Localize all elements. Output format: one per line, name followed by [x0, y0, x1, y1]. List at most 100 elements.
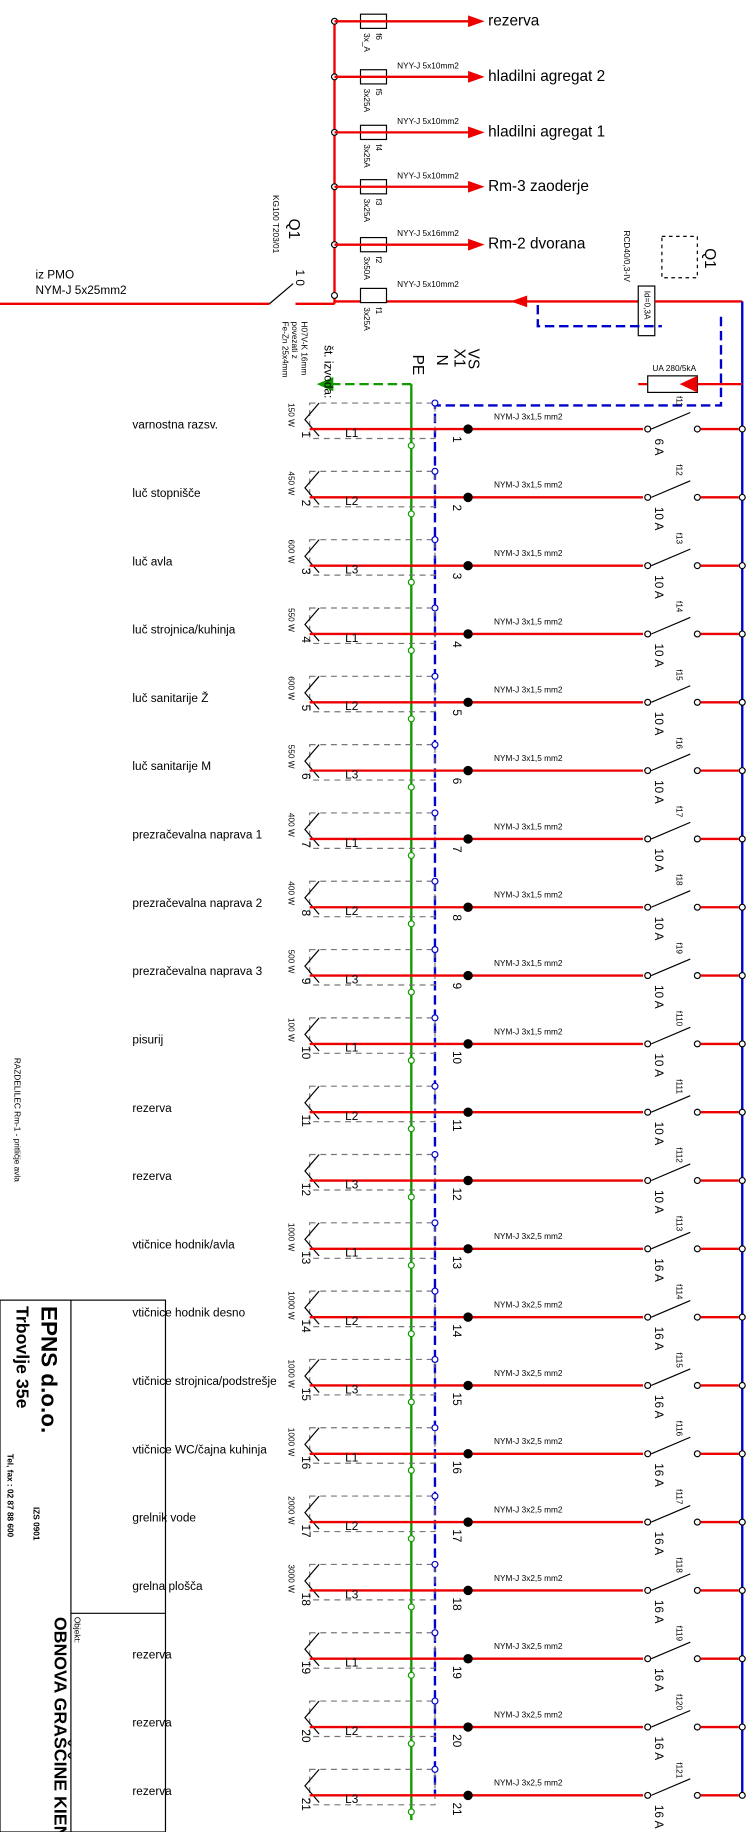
- phone: Tel, fax : 02 87 88 600: [5, 1454, 14, 1538]
- circuit-power: 100 W: [287, 1018, 296, 1042]
- n-node: [432, 673, 438, 679]
- breaker-rating: 10 A: [652, 643, 666, 667]
- circuit-no: 5: [450, 709, 464, 716]
- phase-box: [310, 1291, 435, 1326]
- phase-box: [310, 1018, 435, 1053]
- terminal: [463, 1244, 472, 1253]
- breaker-contact: [651, 1642, 690, 1659]
- circuit-no: 2: [299, 500, 313, 507]
- n-node: [432, 1698, 438, 1704]
- terminal: [463, 1107, 472, 1116]
- breaker-name: f116: [674, 1421, 683, 1437]
- pe-node: [408, 1604, 414, 1610]
- fuse: [360, 288, 386, 302]
- circuit-no: 13: [450, 1256, 464, 1270]
- phase-box: [310, 881, 435, 916]
- phase: L2: [345, 1724, 358, 1738]
- bus-pe: PE: [409, 355, 426, 375]
- arrow: [468, 181, 485, 193]
- n-node: [432, 742, 438, 748]
- circuit-name: luč sanitarije Ž: [132, 691, 208, 705]
- breaker-node: [645, 1314, 651, 1320]
- pe-node: [408, 1467, 414, 1473]
- terminal: [463, 1586, 472, 1595]
- circuit-cable: NYM-J 3x1,5 mm2: [494, 891, 563, 900]
- breaker-rating: 6 A: [652, 438, 666, 455]
- phase-box: [310, 1359, 435, 1394]
- circuit-no: 13: [299, 1251, 313, 1265]
- breaker-node: [645, 1451, 651, 1457]
- breaker-contact: [651, 754, 690, 771]
- breaker-name: f121: [674, 1762, 683, 1778]
- breaker-contact: [651, 891, 690, 908]
- terminal: [463, 1176, 472, 1185]
- breaker-name: f111: [674, 1079, 683, 1094]
- breaker-rating: 10 A: [652, 985, 666, 1009]
- breaker-node: [694, 1178, 700, 1184]
- phase-box: [310, 403, 435, 438]
- breaker-name: f16: [674, 738, 683, 750]
- phase-box: [310, 950, 435, 985]
- breaker-contact: [651, 1437, 690, 1454]
- schematic: iz PMO NYM-J 5x25mm2 Q1 KG100 T203/01 1 …: [0, 0, 747, 1832]
- labels: iz PMO NYM-J 5x25mm2 Q1 KG100 T203/01 1 …: [5, 195, 718, 1832]
- address: Trbovlje 35e: [13, 1306, 33, 1409]
- breaker-node: [645, 1383, 651, 1389]
- terminal: [463, 903, 472, 912]
- circuit-no: 15: [450, 1393, 464, 1407]
- arrow: [468, 15, 485, 27]
- circuit-no: 6: [299, 773, 313, 780]
- breaker-contact: [651, 1710, 690, 1727]
- pe-node: [408, 1057, 414, 1063]
- circuit-no: 21: [450, 1802, 464, 1815]
- pe-node: [408, 1672, 414, 1678]
- bus-node: [739, 1724, 745, 1730]
- circuit-cable: NYM-J 3x2,5 mm2: [494, 1642, 563, 1651]
- feeder-cable: NYY-J 5x10mm2: [397, 61, 459, 70]
- fuse-rating: 3x25A: [362, 89, 371, 113]
- breaker-name: f14: [674, 601, 683, 613]
- bus-node: [739, 1656, 745, 1662]
- circuit-no: 9: [450, 983, 464, 990]
- breaker-node: [645, 563, 651, 569]
- circuit-no: 7: [299, 841, 313, 848]
- switch-name: Q1: [285, 219, 302, 240]
- breaker-node: [645, 1246, 651, 1252]
- phase: L3: [345, 1587, 359, 1601]
- n-node: [432, 1766, 438, 1772]
- breaker-node: [645, 1178, 651, 1184]
- n-node: [432, 1357, 438, 1363]
- circuit-no: 3: [299, 568, 313, 575]
- breaker-node: [645, 631, 651, 637]
- earthing: H07V-K 16mm: [300, 321, 309, 375]
- breaker-rating: 16 A: [652, 1600, 666, 1624]
- circuit-power: 1000 W: [287, 1359, 296, 1388]
- breaker-name: f12: [674, 464, 683, 476]
- breaker-node: [645, 1587, 651, 1593]
- fuse-name: f5: [374, 89, 383, 96]
- breaker-contact: [651, 1096, 690, 1113]
- breaker-node: [694, 1656, 700, 1662]
- breaker-contact: [651, 686, 690, 703]
- phase: L1: [345, 1451, 358, 1465]
- breaker-node: [645, 1041, 651, 1047]
- terminal: [463, 971, 472, 980]
- circuit-no: 14: [450, 1324, 464, 1338]
- circuit-power: 150 W: [287, 403, 296, 427]
- circuit-name: luč avla: [132, 554, 172, 568]
- n-node: [432, 1493, 438, 1499]
- n-node: [432, 1015, 438, 1021]
- breaker-contact: [651, 481, 690, 498]
- bus-node: [739, 426, 745, 432]
- circuit-name: prezračevalna naprava 3: [132, 964, 262, 978]
- circuit-name: prezračevalna naprava 2: [132, 896, 262, 910]
- circuit-power: 550 W: [287, 608, 296, 632]
- phase-box: [310, 608, 435, 643]
- drawing-title: RAZDELILEC Rm-1 - pritličje avla: [12, 1058, 21, 1182]
- breaker-name: f118: [674, 1557, 683, 1573]
- circuit-name: rezerva: [132, 1101, 172, 1115]
- pe-node: [408, 1262, 414, 1268]
- circuit-no: 19: [450, 1666, 464, 1679]
- phase: L1: [345, 1656, 358, 1670]
- phase: L3: [345, 767, 359, 781]
